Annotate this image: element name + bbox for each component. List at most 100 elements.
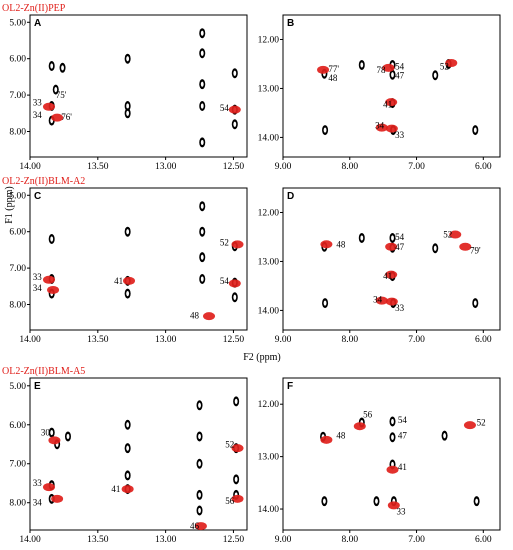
panel-c: C 14.00 13.50 13.00 12.50 5.00 6.00 7.00 8.00 333… xyxy=(9,187,248,345)
black-peak-core xyxy=(126,290,130,297)
panels-group: A 14.00 13.50 13.00 12.50 5.00 6.00 7.00 8.00 33 3… xyxy=(9,14,501,545)
y-tick-label: 5.00 xyxy=(9,18,26,28)
y-tick-label: 6.00 xyxy=(9,228,26,238)
plot-frame xyxy=(29,187,248,331)
peak-label: 41 xyxy=(114,276,123,286)
peak-label: 52 xyxy=(443,230,452,240)
black-peak-core xyxy=(200,254,204,260)
black-peak-core xyxy=(473,300,477,306)
row-title-1: OL2-Zn(II)PEP xyxy=(2,3,66,14)
panel-b: B 9.00 8.00 7.00 6.00 12.00 13.00 14.00 77'48 78 5… xyxy=(258,14,501,172)
black-peak-core xyxy=(323,127,327,133)
peak-label: 41 xyxy=(111,484,120,494)
red-peak xyxy=(231,494,244,503)
plot-frame xyxy=(29,14,248,158)
peak-label: 52 xyxy=(477,418,486,428)
panel-letter: B xyxy=(287,18,294,29)
red-peak xyxy=(375,296,388,305)
red-peak xyxy=(375,123,388,132)
plot-frame xyxy=(282,14,501,158)
red-peak xyxy=(320,240,333,249)
x-tick-label: 14.00 xyxy=(19,535,41,545)
red-peak xyxy=(228,279,241,288)
plot-frame xyxy=(282,187,501,331)
black-peak-core xyxy=(198,492,201,498)
x-tick-label: 13.00 xyxy=(155,535,177,545)
panel-letter: E xyxy=(34,381,41,392)
peak-label: 46 xyxy=(190,521,200,531)
peak-label: 54 xyxy=(395,61,405,71)
x-tick-label: 14.00 xyxy=(19,335,41,345)
red-peak xyxy=(47,285,60,294)
red-peak xyxy=(385,297,398,306)
peak-label: 56 xyxy=(225,496,235,506)
peak-label: 33 xyxy=(395,303,405,313)
black-peak-core xyxy=(198,461,201,467)
x-tick-label: 6.00 xyxy=(475,162,492,172)
y-tick-label: 14.00 xyxy=(258,133,280,143)
black-peak-core xyxy=(126,103,130,109)
peak-label: 30 xyxy=(41,428,51,438)
black-peak-core xyxy=(126,110,130,116)
black-peak-core xyxy=(198,433,201,440)
x-tick-label: 8.00 xyxy=(341,535,358,545)
peak-label: 77' xyxy=(328,64,339,74)
black-peak-core xyxy=(391,418,394,425)
y-tick-label: 5.00 xyxy=(9,191,26,201)
black-peak-core xyxy=(360,235,364,241)
peak-label: 76' xyxy=(61,112,72,122)
y-tick-label: 8.00 xyxy=(9,301,26,311)
f1-axis-label: F1 (ppm) xyxy=(4,186,15,224)
red-peak xyxy=(449,230,462,239)
x-tick-label: 13.00 xyxy=(155,162,177,172)
peak-label: 54 xyxy=(220,103,230,113)
plot-frame xyxy=(282,377,501,531)
x-tick-label: 13.50 xyxy=(87,162,109,172)
red-peak xyxy=(320,435,333,444)
peak-label: 48 xyxy=(336,239,346,249)
black-peak-core xyxy=(200,203,204,209)
panel-letter: D xyxy=(287,191,294,202)
black-peak-core xyxy=(200,103,204,109)
y-tick-label: 7.00 xyxy=(9,460,26,470)
red-peak xyxy=(42,483,55,492)
peak-label: 33 xyxy=(33,478,43,488)
black-peak-core xyxy=(126,445,130,451)
red-peak xyxy=(231,240,244,249)
peak-label: 54 xyxy=(398,415,408,425)
panel-letter: F xyxy=(287,381,293,392)
red-peak xyxy=(385,98,398,107)
peak-label: 34 xyxy=(33,283,43,293)
peak-label: 79' xyxy=(470,246,481,256)
peak-label: 47 xyxy=(395,71,405,81)
peak-label: 47 xyxy=(395,242,405,252)
black-peak-core xyxy=(198,402,201,408)
black-peak-core xyxy=(126,422,130,428)
black-peak-core xyxy=(61,65,64,71)
x-tick-label: 12.50 xyxy=(223,335,245,345)
black-peak-core xyxy=(126,229,130,235)
red-peak xyxy=(42,102,55,111)
panel-letter: A xyxy=(34,18,41,29)
black-peak-core xyxy=(233,70,237,76)
peak-label: 34 xyxy=(373,295,383,305)
peak-label: 41 xyxy=(398,462,407,472)
panel-a: A 14.00 13.50 13.00 12.50 5.00 6.00 7.00 8.00 33 3… xyxy=(9,14,248,172)
red-peak xyxy=(459,242,472,251)
peak-label: 52 xyxy=(225,439,234,449)
red-peak xyxy=(51,494,64,503)
peak-label: 41 xyxy=(383,271,392,281)
peak-label: 33 xyxy=(33,97,43,107)
peak-label: 78 xyxy=(376,65,386,75)
red-peak xyxy=(386,465,399,474)
black-peak-core xyxy=(54,87,58,93)
black-peak-core xyxy=(126,56,130,62)
red-peak xyxy=(445,58,458,67)
y-tick-label: 13.00 xyxy=(258,257,280,267)
red-peak xyxy=(123,276,136,285)
red-peak xyxy=(353,422,366,431)
panel-f: F 9.00 8.00 7.00 6.00 12.00 13.00 14.00 48 56 54 47… xyxy=(258,377,501,545)
y-tick-label: 14.00 xyxy=(258,306,280,316)
x-tick-label: 14.00 xyxy=(19,162,41,172)
